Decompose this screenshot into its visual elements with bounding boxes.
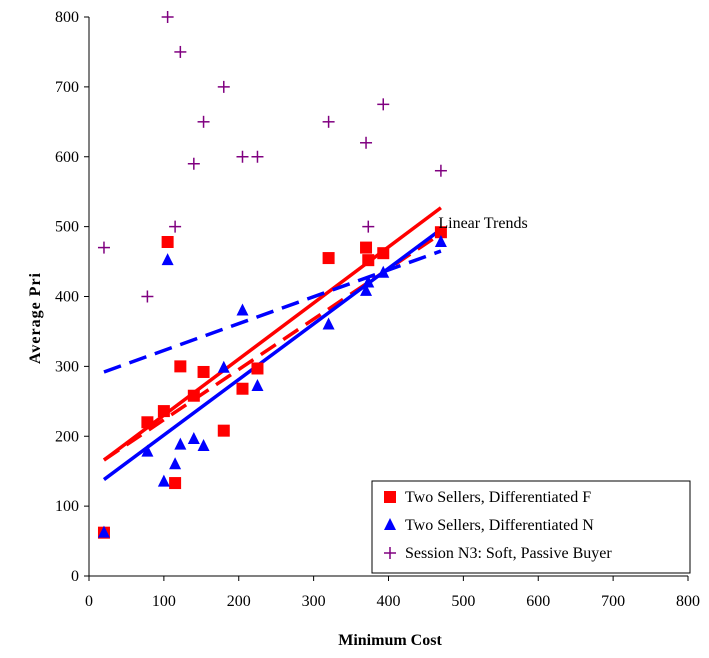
data-points	[97, 11, 447, 539]
trendline-solid	[102, 228, 442, 481]
data-point-triangle	[362, 275, 375, 288]
legend-box	[371, 480, 691, 574]
legend-label: Two Sellers, Differentiated F	[405, 489, 591, 506]
data-point-triangle	[251, 378, 264, 391]
data-point-triangle	[236, 303, 249, 316]
x-tick-label: 400	[377, 593, 401, 610]
data-point-triangle	[169, 457, 182, 470]
annotations: Linear Trends	[438, 215, 527, 232]
y-axis-title: Average Pri	[27, 272, 44, 364]
data-point-plus	[217, 80, 230, 93]
y-tick-label: 800	[55, 9, 79, 26]
y-tick-label: 600	[55, 149, 79, 166]
legend-marker-square	[384, 491, 396, 503]
data-point-triangle	[217, 360, 230, 373]
y-tick-label: 0	[71, 568, 79, 585]
data-point-plus	[161, 11, 174, 23]
data-point-plus	[141, 290, 154, 303]
data-point-plus	[236, 150, 249, 163]
tick-labels: 0 100 200 300 400 500 600 700 800 0 100 200 300 400 50…	[55, 9, 700, 610]
data-point-square	[157, 405, 170, 418]
x-tick-label: 300	[302, 593, 326, 610]
x-tick-label: 800	[676, 593, 700, 610]
data-point-square	[362, 254, 375, 267]
data-point-plus	[187, 157, 200, 170]
data-point-square	[434, 226, 447, 239]
data-point-plus	[174, 45, 187, 58]
legend-label: Session N3: Soft, Passive Buyer	[405, 545, 612, 562]
data-point-triangle	[161, 253, 174, 266]
data-point-triangle	[157, 474, 170, 487]
data-point-plus	[434, 164, 447, 177]
y-tick-label: 700	[55, 79, 79, 96]
legend-label: Two Sellers, Differentiated N	[405, 517, 594, 534]
legend: Two Sellers, Differentiated F Two Sellers…	[371, 480, 691, 574]
x-axis-title: Minimum Cost	[338, 632, 442, 649]
data-point-square	[141, 416, 154, 429]
data-point-triangle	[187, 432, 200, 445]
y-tick-label: 100	[55, 498, 79, 515]
data-point-square	[169, 477, 182, 490]
data-point-plus	[251, 150, 264, 163]
axes	[84, 16, 689, 581]
trendline-solid	[102, 206, 442, 462]
data-point-triangle	[97, 525, 110, 538]
data-point-square	[251, 362, 264, 375]
data-point-plus	[362, 220, 375, 233]
data-point-plus	[97, 241, 110, 254]
x-tick-label: 0	[85, 593, 93, 610]
data-point-square	[322, 252, 335, 265]
data-point-square	[377, 247, 390, 260]
data-point-triangle	[377, 265, 390, 278]
data-point-square	[161, 235, 174, 248]
data-point-triangle	[174, 437, 187, 450]
x-tick-label: 700	[601, 593, 625, 610]
data-point-square	[236, 382, 249, 395]
trendlines	[102, 206, 442, 481]
data-point-plus	[322, 115, 335, 128]
data-point-square	[197, 365, 210, 378]
data-point-triangle	[322, 317, 335, 330]
y-tick-label: 500	[55, 219, 79, 236]
x-tick-label: 100	[152, 593, 176, 610]
legend-marker-plus	[384, 547, 396, 559]
y-tick-label: 400	[55, 289, 79, 306]
data-point-triangle	[197, 439, 210, 452]
x-tick-label: 600	[526, 593, 550, 610]
x-tick-label: 200	[227, 593, 251, 610]
x-tick-label: 500	[451, 593, 475, 610]
legend-marker-triangle	[384, 518, 396, 530]
y-tick-label: 300	[55, 358, 79, 375]
annotation-label: Linear Trends	[438, 215, 527, 232]
data-point-square	[174, 360, 187, 373]
data-point-square	[360, 241, 373, 254]
data-point-plus	[377, 98, 390, 111]
data-point-plus	[169, 220, 182, 233]
y-tick-label: 200	[55, 428, 79, 445]
data-point-triangle	[360, 283, 373, 296]
data-point-square	[187, 389, 200, 402]
data-point-plus	[197, 115, 210, 128]
data-point-square	[217, 424, 230, 437]
data-point-triangle	[434, 234, 447, 247]
data-point-plus	[360, 136, 373, 149]
data-point-triangle	[141, 444, 154, 457]
